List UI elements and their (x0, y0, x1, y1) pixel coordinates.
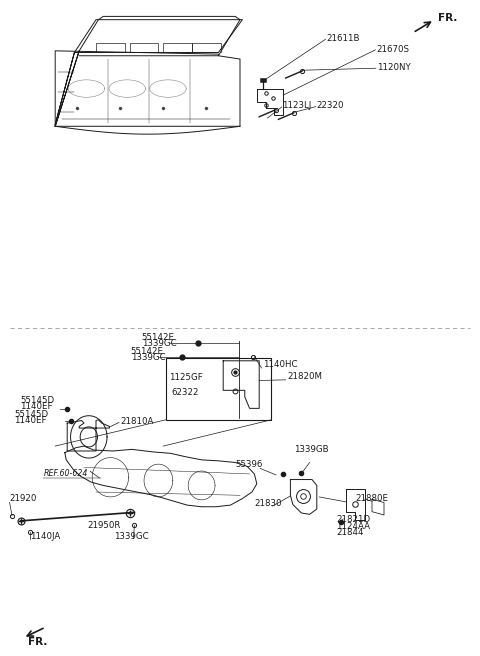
Text: 21810A: 21810A (120, 417, 154, 426)
Text: 55145D: 55145D (20, 396, 54, 405)
Text: 1140JA: 1140JA (30, 532, 60, 541)
Text: 1123LJ: 1123LJ (282, 102, 312, 110)
Text: FR.: FR. (28, 637, 47, 647)
Text: 22320: 22320 (317, 102, 344, 110)
Text: 1120NY: 1120NY (377, 64, 410, 72)
Text: 55396: 55396 (235, 461, 263, 470)
Text: 1125GF: 1125GF (169, 373, 203, 382)
Text: 21920: 21920 (10, 494, 37, 503)
Text: 55145D: 55145D (14, 410, 48, 419)
Text: 55142E: 55142E (131, 347, 164, 356)
Text: 21820M: 21820M (287, 373, 322, 382)
Text: FR.: FR. (438, 13, 457, 24)
Text: 21830: 21830 (254, 499, 282, 508)
Text: 1339GC: 1339GC (114, 532, 149, 541)
Text: 1339GC: 1339GC (131, 353, 165, 362)
Text: 1140EF: 1140EF (14, 416, 47, 425)
Text: 21821D: 21821D (336, 515, 370, 524)
Text: 21844: 21844 (336, 528, 363, 537)
Text: 1339GB: 1339GB (294, 445, 328, 454)
Text: 1124AA: 1124AA (336, 522, 370, 531)
Text: 55142E: 55142E (142, 333, 175, 342)
Bar (166, 358, 271, 420)
Text: 1140EF: 1140EF (20, 402, 53, 411)
Text: REF.60-624: REF.60-624 (44, 469, 88, 478)
Text: 1339GC: 1339GC (142, 339, 176, 348)
Text: 21880E: 21880E (355, 494, 388, 503)
Text: 62322: 62322 (171, 388, 198, 397)
Text: 21611B: 21611B (326, 34, 360, 43)
Text: 21950R: 21950R (87, 521, 121, 530)
Text: 21670S: 21670S (377, 45, 410, 54)
Text: 1140HC: 1140HC (263, 360, 298, 369)
